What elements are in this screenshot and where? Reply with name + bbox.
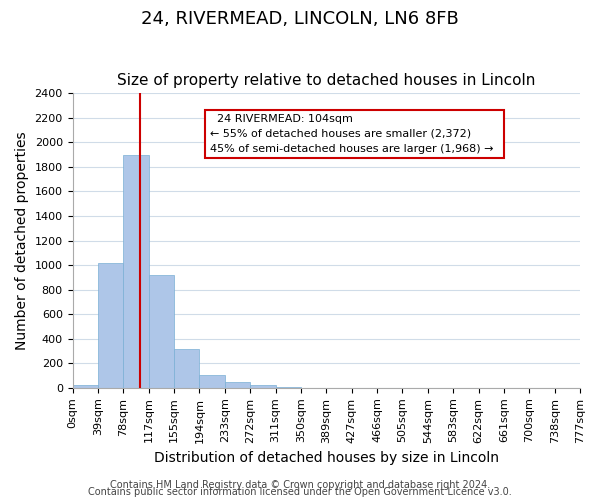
Bar	[98, 262, 123, 388]
Text: Contains HM Land Registry data © Crown copyright and database right 2024.: Contains HM Land Registry data © Crown c…	[110, 480, 490, 490]
Text: Contains public sector information licensed under the Open Government Licence v3: Contains public sector information licen…	[88, 487, 512, 497]
Bar	[225, 382, 250, 388]
Bar	[149, 275, 174, 388]
Title: Size of property relative to detached houses in Lincoln: Size of property relative to detached ho…	[117, 73, 535, 88]
Bar	[250, 386, 275, 388]
Bar	[123, 154, 149, 388]
X-axis label: Distribution of detached houses by size in Lincoln: Distribution of detached houses by size …	[154, 451, 499, 465]
Text: 24, RIVERMEAD, LINCOLN, LN6 8FB: 24, RIVERMEAD, LINCOLN, LN6 8FB	[141, 10, 459, 28]
Y-axis label: Number of detached properties: Number of detached properties	[15, 132, 29, 350]
Bar	[275, 387, 301, 388]
Bar	[73, 386, 98, 388]
Text: 24 RIVERMEAD: 104sqm  
← 55% of detached houses are smaller (2,372)
45% of semi-: 24 RIVERMEAD: 104sqm ← 55% of detached h…	[209, 114, 500, 154]
Bar	[174, 348, 199, 388]
Bar	[199, 375, 225, 388]
